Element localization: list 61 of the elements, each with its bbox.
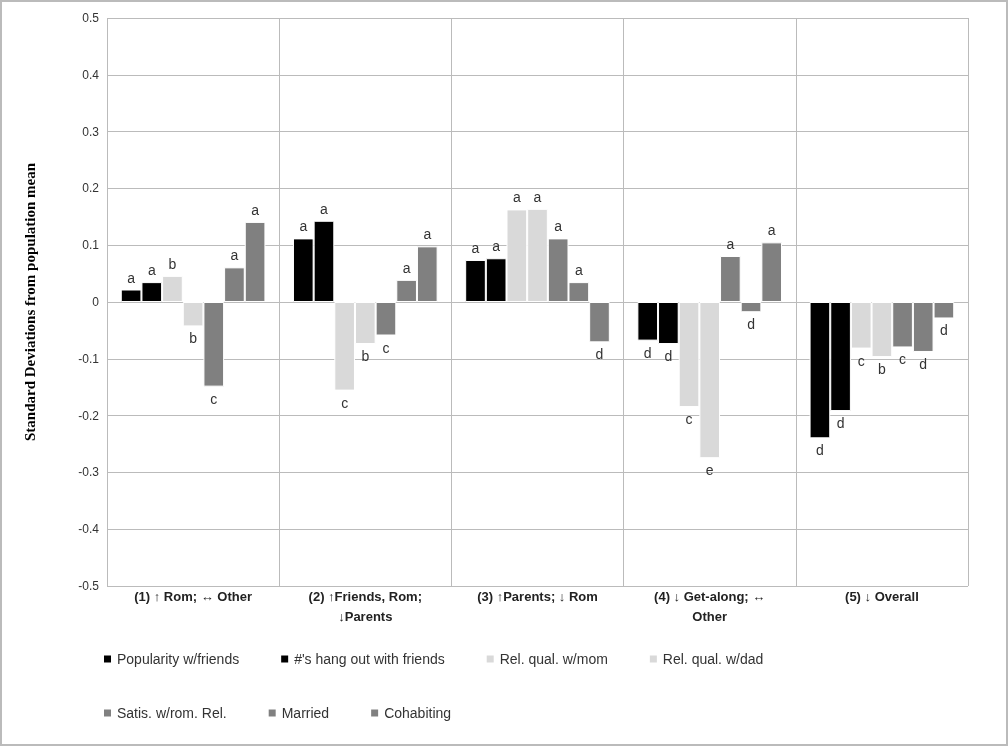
y-tick-label: -0.4: [78, 522, 100, 537]
data-label: a: [554, 218, 563, 235]
data-label: a: [767, 222, 776, 239]
legend-label: Cohabiting: [384, 705, 452, 721]
data-label: d: [939, 322, 948, 339]
data-label: c: [382, 339, 390, 356]
data-label: a: [127, 269, 136, 286]
data-label: c: [857, 352, 865, 369]
y-tick-label: 0.2: [82, 181, 100, 196]
x-tick-label: (5) ↓ Overall: [845, 588, 919, 604]
bar: [720, 255, 741, 302]
data-label: a: [423, 226, 432, 243]
y-tick-label: -0.3: [78, 465, 100, 480]
y-axis-title: Standard Deviations from population mean: [21, 162, 38, 442]
legend-label: Rel. qual. w/mom: [499, 651, 608, 667]
data-label: d: [816, 442, 824, 459]
data-label: a: [533, 188, 542, 205]
data-label: a: [251, 201, 260, 218]
data-label: a: [299, 218, 308, 235]
data-label: a: [402, 259, 411, 276]
legend-label: Rel. qual. w/dad: [662, 651, 764, 667]
data-label: d: [919, 355, 928, 372]
y-tick-label: 0.3: [82, 124, 100, 139]
data-label: a: [471, 239, 480, 256]
y-tick-label: 0: [92, 295, 100, 309]
legend-label: Married: [281, 705, 330, 721]
data-label: c: [685, 411, 693, 428]
data-label: e: [705, 462, 714, 479]
data-label: a: [147, 262, 156, 279]
data-label: a: [230, 247, 239, 264]
x-tick-label: (2) ↑Friends, Rom; ↓Parents: [308, 588, 422, 624]
data-label: a: [512, 189, 521, 206]
data-label: a: [492, 238, 501, 255]
data-label: a: [320, 200, 329, 217]
data-label: d: [664, 348, 673, 365]
data-label: d: [595, 346, 604, 363]
data-label: c: [210, 390, 218, 407]
legend-label: Satis. w/rom. Rel.: [117, 705, 227, 721]
data-label: b: [168, 255, 177, 272]
y-tick-label: -0.2: [78, 408, 100, 423]
legend-label: #'s hang out with friends: [294, 651, 445, 667]
x-tick-label: (3) ↑Parents; ↓ Rom: [477, 588, 598, 604]
y-tick-label: 0.5: [82, 11, 100, 25]
data-label: d: [643, 344, 652, 361]
data-label: b: [189, 330, 198, 347]
data-label: c: [899, 351, 907, 368]
data-label: a: [574, 262, 583, 279]
y-tick-label: -0.1: [78, 351, 100, 366]
y-tick-label: 0.1: [82, 238, 100, 253]
y-tick-label: -0.5: [78, 579, 100, 593]
data-label: b: [878, 361, 886, 378]
data-label: d: [836, 415, 845, 432]
legend-label: Popularity w/friends: [117, 651, 240, 667]
x-tick-label: (1) ↑ Rom; ↔ Other: [134, 588, 252, 604]
data-label: a: [726, 235, 735, 252]
x-tick-label: (4) ↓ Get-along; ↔ Other: [654, 588, 766, 624]
data-label: b: [361, 348, 370, 365]
data-label: d: [747, 316, 755, 333]
y-tick-label: 0.4: [82, 67, 100, 82]
data-label: c: [341, 394, 349, 411]
bar: [589, 302, 610, 343]
